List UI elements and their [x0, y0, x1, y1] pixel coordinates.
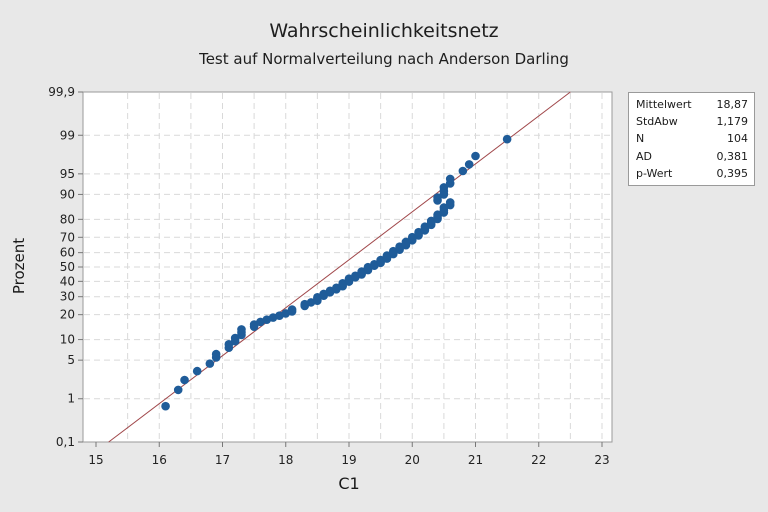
y-tick-label: 10 [60, 333, 75, 347]
x-tick-label: 17 [215, 453, 230, 467]
x-tick-label: 18 [278, 453, 293, 467]
y-tick-label: 50 [60, 260, 75, 274]
x-tick-label: 15 [88, 453, 103, 467]
x-axis-label: C1 [338, 474, 360, 493]
data-point [439, 183, 449, 192]
stats-label: N [636, 132, 645, 146]
data-point [464, 160, 474, 169]
data-point [445, 198, 455, 207]
data-point [502, 134, 512, 144]
stats-row-mean: Mittelwert 18,87 [636, 96, 748, 113]
x-tick-label: 22 [531, 453, 546, 467]
stats-row-n: N 104 [636, 130, 748, 147]
data-point [211, 349, 221, 359]
data-point [205, 359, 215, 368]
y-tick-label: 5 [67, 353, 75, 367]
stats-label: p-Wert [636, 166, 673, 180]
x-tick-label: 23 [594, 453, 609, 467]
stats-label: StdAbw [636, 115, 678, 129]
y-tick-label: 0,1 [56, 435, 75, 449]
x-tick-label: 20 [405, 453, 420, 467]
x-axis-ticks: 15 16 17 18 19 20 21 22 23 [88, 442, 610, 467]
data-point [471, 151, 480, 161]
x-tick-label: 19 [341, 453, 356, 467]
y-tick-label: 1 [67, 392, 75, 406]
chart-subtitle: Test auf Normalverteilung nach Anderson … [199, 50, 569, 68]
data-point [445, 174, 455, 184]
data-points [161, 134, 512, 411]
y-axis-label: Prozent [10, 237, 28, 295]
y-tick-label: 60 [60, 246, 75, 260]
y-tick-label: 30 [60, 290, 75, 304]
y-tick-label: 20 [60, 308, 75, 322]
data-point [287, 305, 297, 314]
data-point [161, 401, 170, 411]
statistics-table: Mittelwert 18,87 StdAbw 1,179 N 104 AD 0… [628, 92, 755, 186]
x-tick-label: 21 [468, 453, 483, 467]
stats-row-ad: AD 0,381 [636, 148, 748, 165]
stats-label: AD [636, 149, 652, 163]
data-point [180, 375, 189, 385]
y-tick-label: 99 [60, 128, 75, 142]
stats-value: 1,179 [716, 115, 749, 129]
stats-row-stdev: StdAbw 1,179 [636, 113, 748, 130]
data-point [173, 385, 183, 395]
stats-label: Mittelwert [636, 98, 692, 111]
y-tick-label: 70 [60, 230, 75, 244]
stats-value: 0,381 [716, 149, 749, 163]
x-tick-label: 16 [152, 453, 167, 467]
y-tick-label: 80 [60, 212, 75, 226]
y-tick-label: 90 [60, 187, 75, 201]
y-tick-label: 95 [60, 167, 75, 181]
stats-value: 0,395 [716, 166, 749, 180]
data-point [192, 366, 202, 376]
data-point [237, 325, 246, 334]
data-point [458, 166, 468, 176]
stats-row-pvalue: p-Wert 0,395 [636, 165, 748, 182]
stats-value: 18,87 [716, 98, 749, 111]
stats-value: 104 [727, 132, 748, 146]
y-tick-label: 99,9 [48, 85, 75, 99]
y-tick-label: 40 [60, 274, 75, 288]
chart-title: Wahrscheinlichkeitsnetz [269, 20, 499, 42]
